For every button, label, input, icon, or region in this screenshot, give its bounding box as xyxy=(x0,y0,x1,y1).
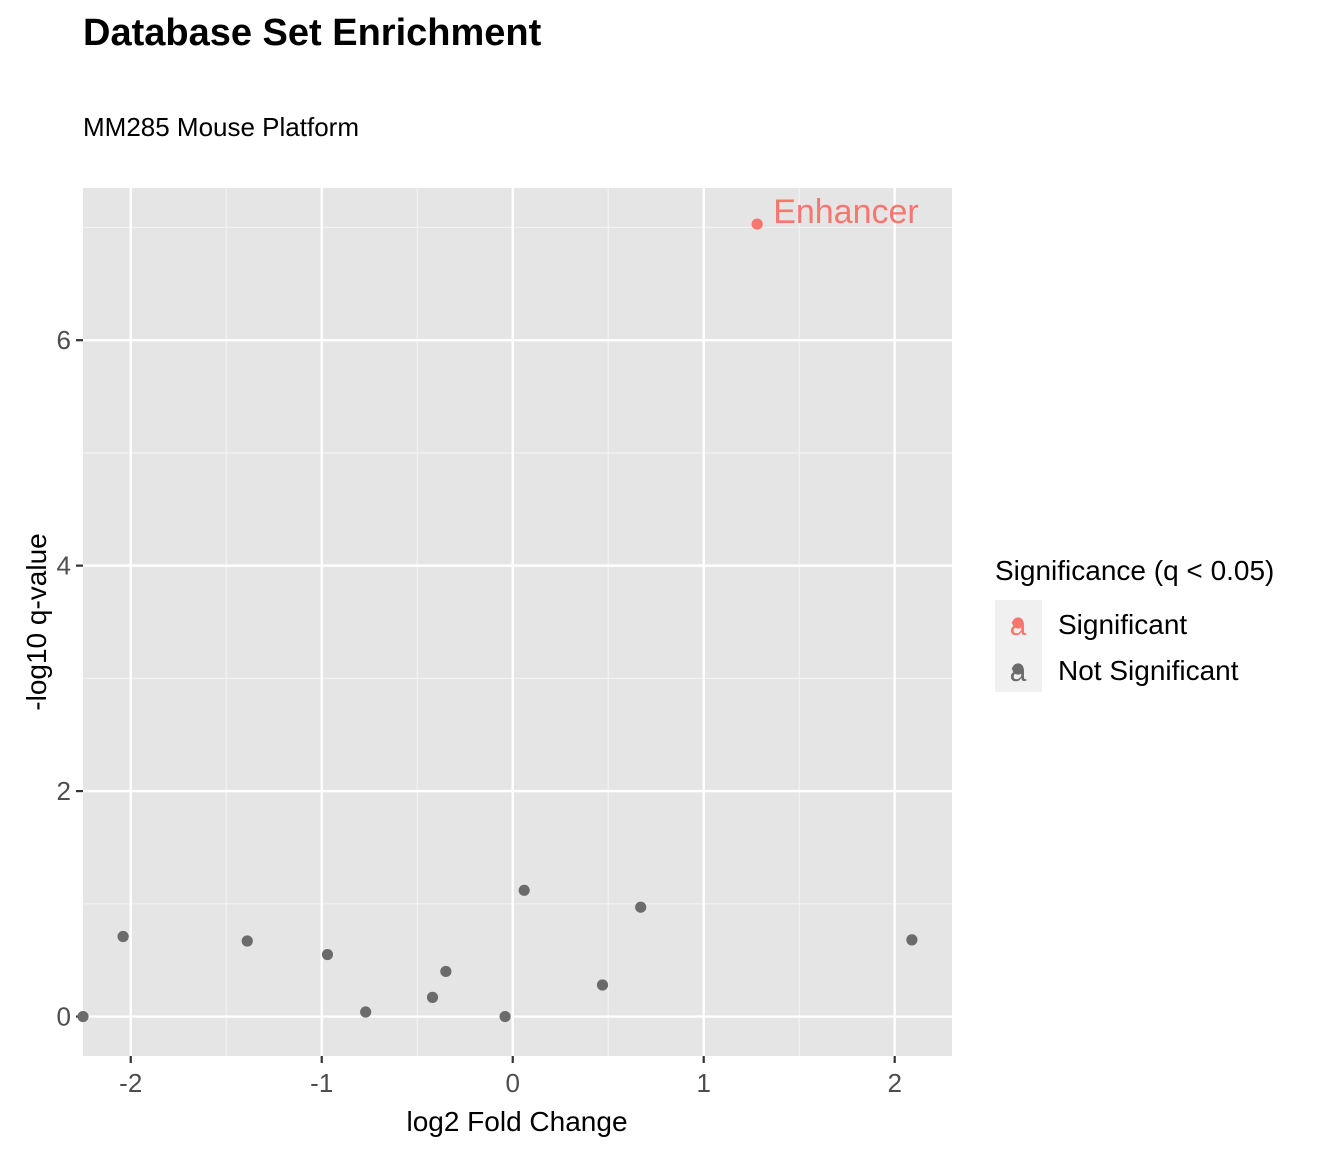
scatter-point xyxy=(117,930,129,943)
scatter-point xyxy=(77,1010,89,1023)
scatter-point xyxy=(499,1010,511,1023)
scatter-point xyxy=(518,884,530,896)
legend-label-not-significant: Not Significant xyxy=(1058,655,1239,686)
x-tick-label: -1 xyxy=(310,1068,333,1098)
data-points xyxy=(77,218,918,1023)
plot-panel xyxy=(83,188,952,1056)
y-tick-labels: 0 2 4 6 xyxy=(57,325,71,1031)
scatter-point xyxy=(241,935,253,947)
y-axis-title: -log10 q-value xyxy=(21,533,52,710)
x-tick-label: 0 xyxy=(505,1068,519,1098)
scatter-point xyxy=(321,948,334,961)
x-tick-label: 1 xyxy=(696,1068,710,1098)
scatter-point xyxy=(906,934,918,946)
point-labels: Enhancer xyxy=(773,193,919,231)
y-tick-label: 4 xyxy=(57,551,71,581)
y-tick-label: 6 xyxy=(57,325,71,355)
legend-title: Significance (q < 0.05) xyxy=(995,555,1274,586)
x-tick-labels: -2 -1 0 1 2 xyxy=(119,1068,902,1098)
scatter-point xyxy=(635,901,647,913)
chart-title: Database Set Enrichment xyxy=(83,12,542,54)
legend-key-point xyxy=(1012,617,1024,629)
x-tick-label: 2 xyxy=(887,1068,901,1098)
scatter-point xyxy=(440,965,452,978)
legend-label-significant: Significant xyxy=(1058,609,1187,640)
scatter-point xyxy=(360,1006,372,1018)
scatter-point xyxy=(426,991,439,1003)
point-label: Enhancer xyxy=(773,193,919,231)
minor-gridlines xyxy=(83,188,952,1056)
x-axis-title: log2 Fold Change xyxy=(406,1106,627,1137)
scatter-point xyxy=(751,218,763,230)
x-tick-label: -2 xyxy=(119,1068,142,1098)
chart-subtitle: MM285 Mouse Platform xyxy=(83,112,359,142)
legend: Significance (q < 0.05) a Significant a … xyxy=(995,555,1274,692)
y-tick-label: 2 xyxy=(57,776,71,806)
legend-key-point xyxy=(1012,663,1024,675)
y-tick-label: 0 xyxy=(57,1002,71,1032)
major-gridlines xyxy=(83,188,952,1056)
scatter-point xyxy=(596,979,609,991)
